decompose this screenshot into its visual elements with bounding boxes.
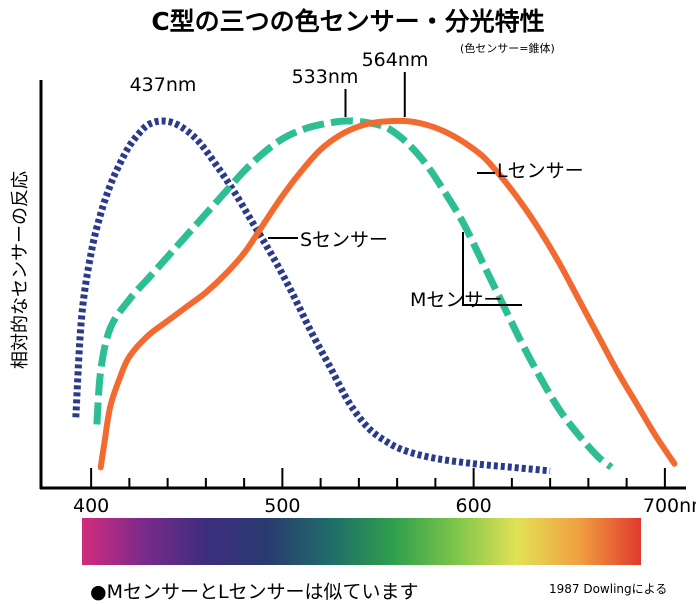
series-line-dotted [72,117,551,475]
x-axis-ticks: 400 500 600 700nm [73,468,696,517]
chart-subtitle: (色センサー=錐体) [460,41,555,55]
chart-title: C型の三つの色センサー・分光特性 [151,7,544,36]
peak-label: 437nm [130,74,197,96]
peak-label: 533nm [292,66,359,88]
axes [39,80,686,490]
x-tick-label: 700nm [643,495,696,517]
series-label: Sセンサー [300,229,388,251]
series-line-dashed [93,117,614,471]
x-tick-label: 500 [264,495,300,517]
series-label: Mセンサー [410,289,502,311]
series-line-solid [97,117,678,471]
spectrum-bar [82,518,641,565]
y-axis-label: 相対的なセンサーの反応 [10,171,31,369]
series-leader-line [462,232,522,306]
footnote: ●MセンサーとLセンサーは似ています [90,581,419,603]
x-tick-label: 400 [73,495,109,517]
credit: 1987 Dowlingによる [549,582,668,596]
x-tick-label: 600 [455,495,491,517]
series-label: Lセンサー [497,160,584,182]
peak-label: 564nm [362,49,429,71]
series-lines [72,117,678,475]
